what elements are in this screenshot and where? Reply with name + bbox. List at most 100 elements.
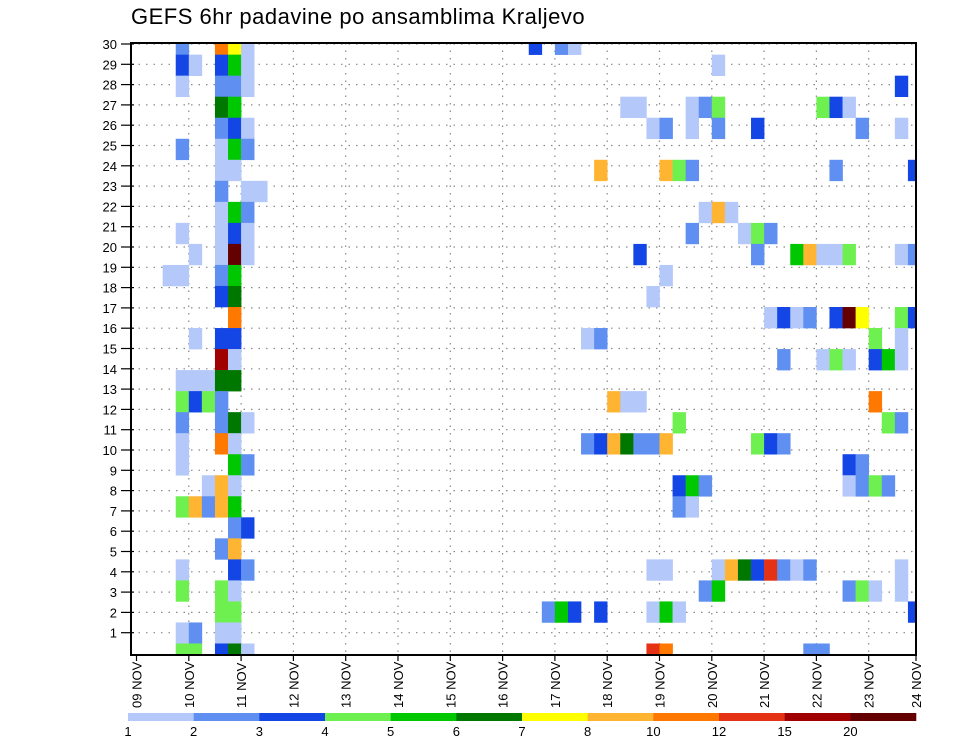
heatmap-cell	[254, 180, 268, 203]
heatmap-cell	[214, 601, 229, 623]
heatmap-cell	[842, 454, 856, 476]
heatmap-cell	[777, 433, 791, 455]
heatmap-cell	[214, 370, 229, 392]
y-tick-label: 27	[103, 98, 117, 113]
heatmap-cell	[829, 307, 843, 329]
colorbar-label: 8	[584, 724, 591, 739]
heatmap-cell	[188, 370, 203, 392]
y-tick-label: 26	[103, 118, 117, 133]
heatmap-cell	[228, 601, 242, 623]
heatmap-cell	[228, 285, 242, 308]
heatmap-cell	[228, 475, 242, 497]
heatmap-cell	[698, 201, 713, 224]
heatmap-cell	[777, 307, 791, 329]
y-tick-label: 15	[103, 342, 117, 357]
heatmap-cell	[646, 433, 660, 455]
heatmap-cell	[698, 580, 713, 602]
heatmap-cell	[214, 75, 229, 98]
heatmap-cell	[646, 643, 660, 655]
heatmap-cell	[764, 307, 778, 329]
heatmap-cell	[241, 138, 255, 161]
heatmap-cell	[567, 601, 582, 623]
x-tick-label: 15 NOV	[443, 661, 458, 708]
heatmap-cell	[228, 96, 242, 119]
heatmap-cell	[228, 643, 242, 655]
x-tick-label: 13 NOV	[339, 661, 354, 708]
colorbar-segment	[128, 713, 194, 721]
heatmap-cell	[241, 559, 255, 581]
heatmap-cell	[175, 138, 190, 161]
heatmap-cell	[803, 307, 817, 329]
y-tick-label: 12	[103, 402, 117, 417]
heatmap-cell	[228, 75, 242, 98]
heatmap-cell	[228, 328, 242, 350]
heatmap-cell	[228, 349, 242, 371]
colorbar-segment	[193, 713, 260, 721]
heatmap-cell	[685, 496, 700, 518]
heatmap-cell	[894, 559, 909, 581]
colorbar-label: 20	[843, 724, 857, 739]
heatmap-cell	[620, 96, 634, 119]
y-tick-label: 7	[110, 504, 117, 519]
heatmap-cell	[228, 138, 242, 161]
x-tick-label: 12 NOV	[286, 661, 301, 708]
y-tick-label: 16	[103, 321, 117, 336]
heatmap-cell	[881, 349, 896, 371]
heatmap-cell	[594, 433, 608, 455]
heatmap-cell	[214, 43, 229, 55]
y-tick-label: 20	[103, 240, 117, 255]
heatmap-cell	[907, 243, 916, 266]
heatmap-cell	[803, 243, 817, 266]
heatmap-cell	[175, 75, 190, 98]
heatmap-cell	[855, 475, 869, 497]
x-tick-label: 24 NOV	[909, 661, 924, 708]
chart-title: GEFS 6hr padavine po ansamblima Kraljevo	[131, 4, 586, 29]
heatmap-cell	[685, 159, 700, 182]
y-tick-label: 29	[103, 57, 117, 72]
x-tick-label: 11 NOV	[234, 662, 249, 708]
heatmap-cell	[214, 96, 229, 119]
y-tick-label: 9	[110, 463, 117, 478]
heatmap-cell	[894, 412, 909, 434]
y-tick-label: 18	[103, 281, 117, 296]
colorbar-segment	[850, 713, 917, 721]
heatmap-cell	[581, 433, 595, 455]
heatmap-cell	[764, 559, 778, 581]
heatmap-cell	[214, 349, 229, 371]
heatmap-cell	[214, 580, 229, 602]
heatmap-cell	[214, 285, 229, 308]
heatmap-cell	[188, 54, 203, 76]
heatmap-cell	[528, 43, 543, 55]
heatmap-cell	[594, 159, 608, 182]
heatmap-cell	[659, 117, 673, 140]
colorbar-segment	[653, 713, 720, 721]
heatmap-cell	[175, 580, 190, 602]
heatmap-cell	[201, 391, 216, 413]
heatmap-cell	[228, 222, 242, 245]
heatmap-cell	[816, 349, 830, 371]
heatmap-cell	[228, 517, 242, 539]
heatmap-cell	[659, 559, 673, 581]
heatmap-cell	[175, 264, 190, 287]
heatmap-cell	[711, 580, 726, 602]
heatmap-cell	[633, 96, 647, 119]
heatmap-cell	[214, 622, 229, 644]
colorbar-segment	[719, 713, 785, 721]
heatmap-cell	[620, 433, 634, 455]
heatmap-cell	[829, 349, 843, 371]
heatmap-cell	[711, 117, 726, 140]
heatmap-cell	[162, 264, 177, 287]
x-tick-label: 10 NOV	[182, 661, 197, 708]
heatmap-cell	[241, 412, 255, 434]
heatmap-cell	[659, 264, 673, 287]
heatmap-cell	[907, 307, 916, 329]
heatmap-cell	[659, 643, 673, 655]
x-tick-label: 17 NOV	[548, 661, 563, 708]
heatmap-cell	[672, 496, 686, 518]
heatmap-cell	[241, 43, 255, 55]
colorbar-segment	[259, 713, 326, 721]
colorbar-segment	[390, 713, 457, 721]
heatmap-cell	[659, 159, 673, 182]
heatmap-cell	[711, 201, 726, 224]
y-tick-label: 17	[103, 301, 117, 316]
